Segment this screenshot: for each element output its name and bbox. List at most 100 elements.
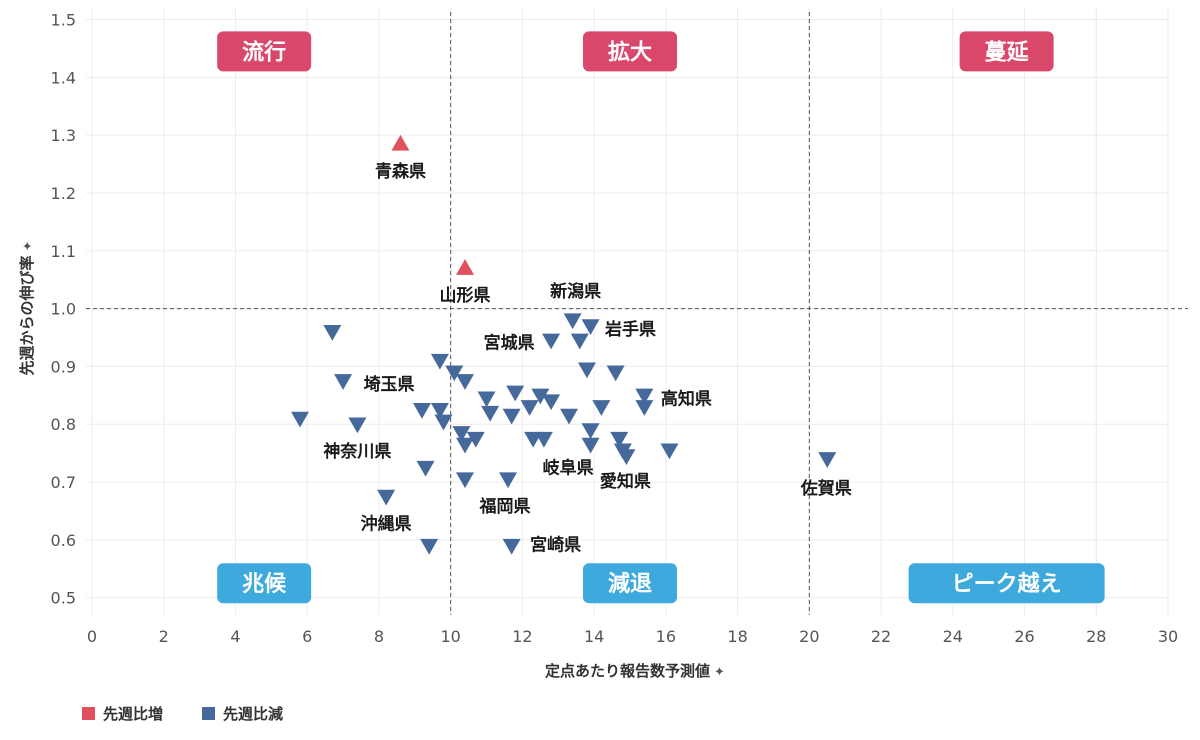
x-tick-label: 24	[943, 627, 963, 646]
data-point-marker[interactable]	[502, 538, 521, 555]
data-point-label: 岩手県	[604, 319, 656, 340]
legend-item-increase[interactable]: 先週比増	[82, 705, 163, 723]
x-tick-label: 28	[1086, 627, 1106, 646]
x-tick-label: 0	[87, 627, 97, 646]
data-point-marker[interactable]	[466, 431, 485, 448]
x-tick-label: 8	[374, 627, 384, 646]
y-tick-label: 0.7	[51, 473, 76, 492]
quadrant-badge-text: ピーク越え	[952, 572, 1062, 597]
data-point-marker[interactable]	[635, 400, 654, 416]
quadrant-badge: ピーク越え	[908, 563, 1105, 604]
legend-swatch-decrease	[202, 707, 215, 720]
y-axis-ticks: 0.5 0.6 0.7 0.8 0.9 1.0 1.1 1.2 1.3 1.4 1.5	[51, 11, 76, 608]
quadrant-badge-text: 減退	[608, 572, 652, 597]
data-point-marker[interactable]	[570, 333, 589, 350]
data-point-marker[interactable]	[477, 391, 496, 408]
data-point-marker[interactable]	[613, 443, 632, 460]
data-point-marker[interactable]	[606, 365, 625, 382]
quadrant-badge-bg	[959, 31, 1054, 72]
data-point-marker[interactable]	[456, 437, 475, 454]
reference-lines	[86, 12, 1188, 615]
data-point-marker[interactable]	[581, 423, 600, 440]
data-point-marker[interactable]	[610, 431, 629, 448]
quadrant-badge-bg	[217, 563, 312, 604]
data-point-marker[interactable]	[581, 437, 600, 454]
data-point-label: 沖縄県	[361, 513, 412, 534]
data-point-marker[interactable]	[499, 472, 518, 489]
data-point-marker[interactable]	[416, 460, 435, 477]
data-point-marker[interactable]	[456, 374, 475, 390]
data-point-marker[interactable]	[818, 452, 837, 468]
quadrant-badge-bg	[583, 31, 677, 72]
data-point-marker[interactable]	[452, 426, 471, 442]
data-point-marker[interactable]	[323, 324, 342, 341]
data-point-label: 埼玉県	[364, 374, 415, 395]
data-point-marker[interactable]	[420, 538, 439, 555]
quadrant-badge-text: 兆候	[242, 572, 287, 597]
data-point-marker[interactable]	[534, 431, 553, 448]
data-point-marker[interactable]	[577, 362, 596, 379]
grid	[86, 8, 1169, 615]
quadrant-badge-text: 蔓延	[985, 40, 1030, 65]
data-point-marker[interactable]	[334, 374, 353, 390]
data-point-marker[interactable]	[592, 400, 611, 416]
y-tick-label: 1.3	[51, 126, 76, 145]
quadrant-badge: 拡大	[583, 31, 677, 72]
data-point-marker[interactable]	[542, 333, 561, 350]
legend-label-increase: 先週比増	[103, 705, 163, 723]
data-point-label: 新潟県	[550, 281, 601, 302]
x-tick-label: 14	[584, 627, 604, 646]
data-point-marker[interactable]	[520, 400, 539, 416]
data-point-marker[interactable]	[445, 365, 464, 382]
data-point-label: 高知県	[661, 388, 712, 409]
quadrant-badge: 兆候	[217, 563, 312, 604]
legend-swatch-increase	[82, 707, 95, 720]
data-point-marker[interactable]	[434, 414, 453, 431]
data-point-marker[interactable]	[531, 388, 550, 405]
data-point-marker[interactable]	[456, 472, 475, 489]
y-tick-label: 1.5	[51, 11, 76, 30]
data-point-marker[interactable]	[430, 403, 449, 419]
data-point-label: 宮崎県	[530, 535, 581, 556]
data-point-label: 宮城県	[484, 332, 535, 353]
y-tick-label: 1.2	[51, 184, 76, 203]
x-tick-label: 22	[871, 627, 891, 646]
data-point-marker[interactable]	[542, 394, 561, 411]
quadrant-badge-bg	[908, 563, 1105, 604]
data-point-marker[interactable]	[581, 319, 600, 335]
y-tick-label: 0.8	[51, 415, 76, 434]
data-point-marker[interactable]	[430, 353, 449, 370]
x-tick-label: 30	[1158, 627, 1178, 646]
data-point-marker[interactable]	[560, 408, 579, 425]
x-tick-label: 6	[302, 627, 312, 646]
data-point-marker[interactable]	[456, 259, 475, 275]
data-point-marker[interactable]	[502, 408, 521, 425]
quadrant-badge: 蔓延	[959, 31, 1054, 72]
data-point-marker[interactable]	[377, 489, 396, 506]
data-point-marker[interactable]	[635, 388, 654, 405]
y-tick-label: 1.1	[51, 242, 76, 261]
legend-item-decrease[interactable]: 先週比減	[202, 705, 283, 723]
y-tick-label: 0.6	[51, 531, 76, 550]
data-point-marker[interactable]	[506, 385, 525, 402]
data-point-marker[interactable]	[291, 411, 310, 428]
data-point-label: 佐賀県	[800, 478, 852, 499]
data-point-marker[interactable]	[481, 405, 500, 422]
data-point-marker[interactable]	[563, 313, 582, 330]
quadrant-badge-text: 流行	[242, 39, 286, 65]
quadrant-badge: 減退	[583, 563, 677, 604]
x-tick-label: 12	[512, 627, 532, 646]
quadrant-badge-bg	[217, 31, 312, 72]
data-point-label: 愛知県	[600, 471, 651, 492]
x-axis-ticks: 0 2 4 6 8 10 12 14 16 18 20 22 24 26 28 30	[87, 627, 1178, 646]
legend-label-decrease: 先週比減	[223, 705, 283, 723]
quadrant-badge-text: 拡大	[608, 40, 652, 65]
y-axis-title: 先週からの伸び率✦	[18, 240, 36, 375]
quadrant-badge: 流行	[217, 31, 312, 72]
data-point-marker[interactable]	[660, 443, 679, 460]
x-tick-label: 18	[727, 627, 747, 646]
data-point-marker[interactable]	[348, 417, 367, 434]
data-point-marker[interactable]	[412, 403, 431, 419]
data-point-marker[interactable]	[391, 134, 410, 151]
